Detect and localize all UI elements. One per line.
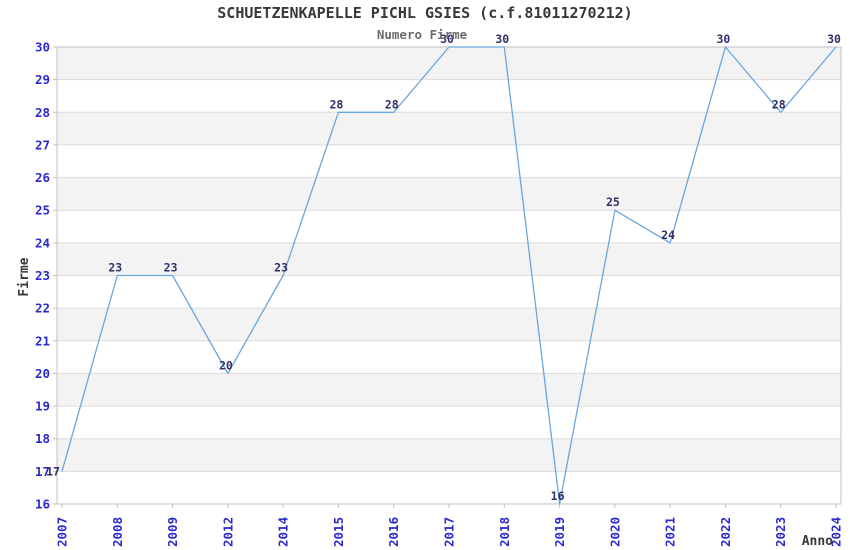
- alt-band: [57, 438, 841, 472]
- x-tick-label: 2024: [829, 517, 844, 547]
- y-tick-label: 23: [35, 268, 50, 283]
- y-tick-label: 21: [35, 333, 50, 348]
- data-label: 25: [606, 195, 620, 209]
- chart-title: SCHUETZENKAPELLE PICHL GSIES (c.f.810112…: [217, 4, 632, 22]
- data-label: 17: [46, 464, 60, 478]
- data-label: 28: [772, 97, 786, 111]
- y-tick-label: 18: [35, 431, 50, 446]
- y-tick-label: 28: [35, 105, 50, 120]
- y-tick-label: 27: [35, 137, 50, 152]
- data-label: 28: [385, 97, 399, 111]
- data-line: [61, 46, 837, 505]
- data-label: 30: [716, 32, 730, 46]
- y-tick-label: 30: [35, 40, 50, 55]
- alt-band: [57, 242, 841, 276]
- y-tick-label: 19: [35, 399, 50, 414]
- x-tick-label: 2016: [386, 517, 401, 547]
- y-tick-label: 24: [35, 235, 50, 250]
- alt-band: [57, 177, 841, 211]
- alt-band: [57, 112, 841, 145]
- y-tick-label: 22: [35, 301, 50, 316]
- x-tick-label: 2015: [331, 517, 346, 547]
- data-label: 24: [661, 228, 675, 242]
- y-tick-label: 20: [35, 366, 50, 381]
- y-tick-label: 29: [35, 72, 50, 87]
- alt-band: [57, 308, 841, 341]
- chart-subtitle: Numero Firme: [377, 27, 468, 42]
- x-tick-label: 2023: [773, 517, 788, 547]
- x-tick-label: 2019: [552, 517, 567, 547]
- x-tick-label: 2012: [220, 517, 235, 547]
- x-tick-label: 2007: [55, 517, 70, 547]
- x-tick-label: 2018: [497, 517, 512, 547]
- data-label: 28: [329, 97, 343, 111]
- x-tick-label: 2021: [663, 517, 678, 547]
- data-label: 30: [495, 32, 509, 46]
- y-tick-label: 25: [35, 203, 50, 218]
- y-tick-label: 26: [35, 170, 50, 185]
- y-tick-label: 17: [35, 464, 50, 479]
- x-tick-label: 2008: [110, 517, 125, 547]
- data-label: 23: [164, 261, 178, 275]
- x-tick-label: 2020: [607, 517, 622, 547]
- alt-band: [57, 47, 841, 80]
- x-axis-label: Anno: [802, 534, 833, 549]
- x-tick-label: 2022: [718, 517, 733, 547]
- data-label: 16: [551, 489, 565, 503]
- alt-band: [57, 373, 841, 407]
- x-tick-label: 2017: [442, 517, 457, 547]
- x-tick-label: 2014: [276, 517, 291, 547]
- x-tick-label: 2009: [165, 517, 180, 547]
- y-tick-label: 16: [35, 497, 50, 512]
- data-label: 30: [827, 32, 841, 46]
- data-label: 23: [108, 261, 122, 275]
- data-label: 20: [219, 358, 233, 372]
- data-label: 23: [274, 261, 288, 275]
- data-label: 30: [440, 32, 454, 46]
- y-axis-label: Firme: [17, 257, 32, 296]
